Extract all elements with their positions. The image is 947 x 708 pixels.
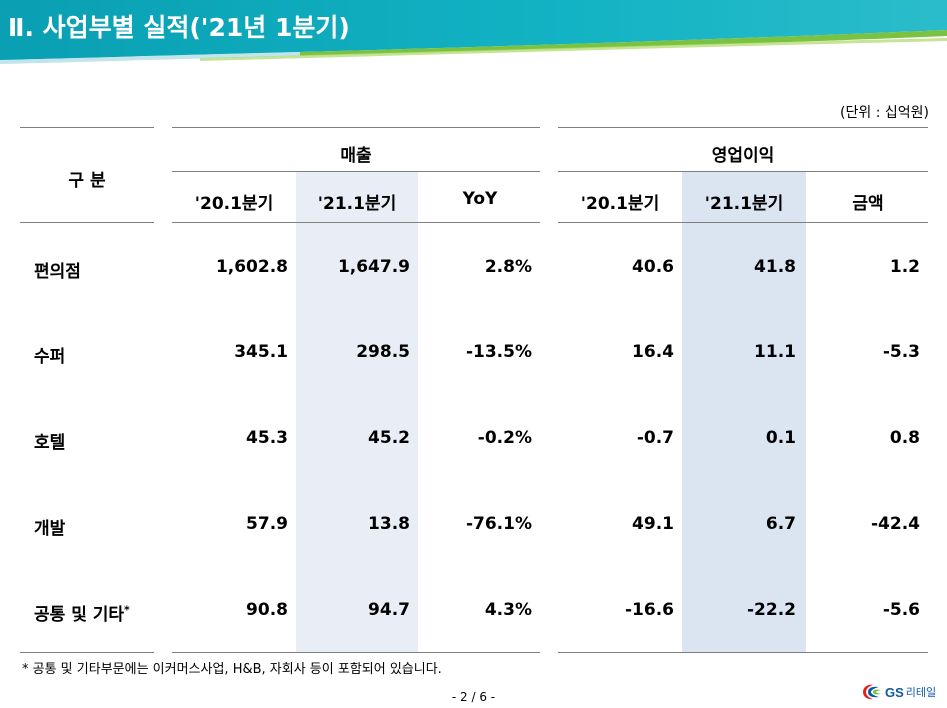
table-top-rule-sales [172, 127, 540, 128]
header-bottom-rule-category [20, 222, 154, 223]
page-title: Ⅱ. 사업부별 실적('21년 1분기) [8, 13, 350, 42]
table-cell: 1.2 [889, 257, 920, 277]
table-cell: 11.1 [754, 342, 796, 362]
column-header: '21.1분기 [317, 194, 397, 214]
header-bottom-rule-op [558, 222, 928, 223]
row-label-text: 편의점 [34, 262, 81, 282]
table-cell: 1,647.9 [337, 257, 410, 277]
table-cell: -0.7 [636, 428, 674, 448]
column-header: YoY [462, 189, 498, 209]
row-label: 수퍼 [34, 342, 65, 367]
logo-gs-text: GS [885, 684, 904, 700]
row-label: 호텔 [34, 428, 65, 453]
table-top-rule-op [558, 127, 928, 128]
table-bottom-rule-sales [172, 652, 540, 653]
table-cell: 0.8 [889, 428, 920, 448]
op-current-column-highlight [682, 172, 806, 652]
row-label: 개발 [34, 514, 65, 539]
column-header: 금액 [852, 194, 884, 214]
table-cell: 6.7 [765, 514, 796, 534]
page-number: - 2 / 6 - [451, 690, 496, 704]
logo-retail-text: 리테일 [905, 686, 937, 699]
table-cell: 45.3 [246, 428, 288, 448]
table-cell: 41.8 [754, 257, 796, 277]
header-background [0, 0, 947, 64]
table-cell: 4.3% [484, 600, 532, 620]
table-cell: -13.5% [465, 342, 532, 362]
row-label: 공통 및 기타* [34, 600, 130, 625]
group-divider-op [558, 171, 928, 172]
logo-mark-icon [863, 684, 881, 700]
header-bottom-rule-sales [172, 222, 540, 223]
table-cell: 45.2 [368, 428, 410, 448]
table-cell: -0.2% [477, 428, 532, 448]
row-label: 편의점 [34, 257, 81, 282]
footnote-marker: * [124, 603, 130, 617]
row-label-text: 공통 및 기타 [34, 605, 125, 625]
table-cell: 13.8 [368, 514, 410, 534]
column-header: '20.1분기 [194, 194, 274, 214]
row-label-text: 수퍼 [34, 347, 66, 367]
table-cell: -76.1% [465, 514, 532, 534]
table-cell: 49.1 [632, 514, 674, 534]
footnote: * 공통 및 기타부문에는 이커머스사업, H&B, 자회사 등이 포함되어 있… [22, 662, 442, 677]
table-cell: 1,602.8 [215, 257, 288, 277]
category-header: 구 분 [68, 171, 106, 191]
company-logo: GS 리테일 [860, 680, 936, 704]
column-header: '21.1분기 [704, 194, 784, 214]
row-label-text: 개발 [34, 519, 66, 539]
table-bottom-rule-category [20, 652, 154, 653]
group-header-op: 영업이익 [711, 146, 775, 166]
table-top-rule-category [20, 127, 154, 128]
table-cell: 40.6 [632, 257, 674, 277]
table-bottom-rule-op [558, 652, 928, 653]
sales-current-column-highlight [296, 172, 418, 652]
table-cell: 16.4 [632, 342, 674, 362]
table-cell: -5.6 [882, 600, 920, 620]
table-cell: 0.1 [765, 428, 796, 448]
header-banner: Ⅱ. 사업부별 실적('21년 1분기) [0, 0, 947, 64]
table-cell: 298.5 [356, 342, 410, 362]
table-cell: -42.4 [871, 514, 920, 534]
row-label-text: 호텔 [34, 433, 66, 453]
group-divider-sales [172, 171, 540, 172]
table-cell: -5.3 [882, 342, 920, 362]
table-cell: -22.2 [747, 600, 796, 620]
table-cell: -16.6 [625, 600, 674, 620]
unit-label: (단위 : 십억원) [840, 105, 929, 121]
table-cell: 57.9 [246, 514, 288, 534]
column-header: '20.1분기 [580, 194, 660, 214]
table-cell: 345.1 [234, 342, 288, 362]
group-header-sales: 매출 [340, 146, 372, 166]
table-cell: 90.8 [246, 600, 288, 620]
table-cell: 94.7 [368, 600, 410, 620]
table-cell: 2.8% [484, 257, 532, 277]
